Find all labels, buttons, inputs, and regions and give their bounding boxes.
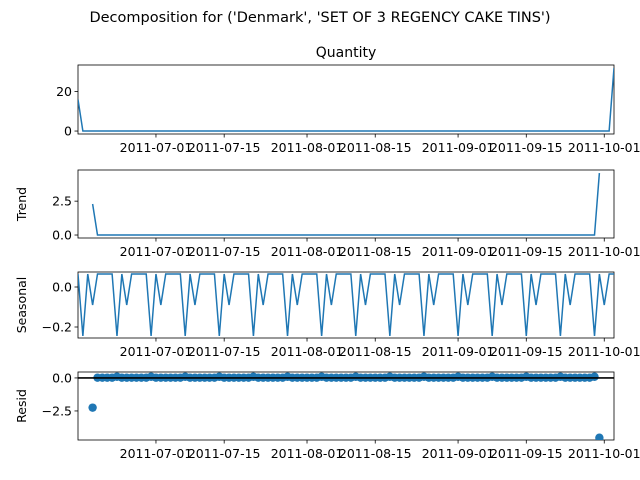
x-tick-label: 2011-08-15 [339,140,412,155]
x-tick-label: 2011-07-15 [188,344,261,359]
x-tick-label: 2011-07-01 [120,344,193,359]
axes-frame [77,64,615,135]
x-tick-label: 2011-07-15 [188,244,261,259]
resid-point [590,372,599,381]
data-layer [91,173,601,236]
y-tick-label: −0.2 [42,320,72,335]
x-tick-label: 2011-08-15 [339,344,412,359]
axes-frame [77,271,615,339]
x-tick-label: 2011-07-15 [188,446,261,461]
x-tick-label: 2011-09-15 [490,446,563,461]
x-tick-label: 2011-08-01 [271,344,344,359]
y-tick-label: 20 [56,84,72,99]
x-tick-label: 2011-08-15 [339,446,412,461]
y-axis-label: Seasonal [14,277,29,334]
y-tick-label: −2.5 [42,403,72,418]
x-tick-label: 2011-07-01 [120,140,193,155]
resid-point [595,433,604,440]
y-tick-label: 2.5 [52,194,72,209]
y-tick-label: 0 [64,124,72,139]
x-tick-label: 2011-09-01 [422,244,495,259]
y-tick-label: 0.0 [52,370,72,385]
x-tick-label: 2011-08-01 [271,244,344,259]
seasonal-line [78,273,614,337]
x-tick-label: 2011-07-01 [120,446,193,461]
data-layer [78,67,614,132]
x-tick-label: 2011-09-01 [422,344,495,359]
x-tick-label: 2011-09-01 [422,446,495,461]
x-tick-label: 2011-08-15 [339,244,412,259]
y-tick-label: 0.0 [52,280,72,295]
x-tick-label: 2011-07-01 [120,244,193,259]
y-axis-label: Resid [14,389,29,423]
x-tick-label: 2011-10-01 [568,446,640,461]
x-tick-label: 2011-09-01 [422,140,495,155]
x-tick-label: 2011-08-01 [271,446,344,461]
x-tick-label: 2011-07-15 [188,140,261,155]
x-tick-label: 2011-09-15 [490,244,563,259]
y-axis-label: Trend [14,187,29,222]
series-line [78,67,614,132]
x-tick-label: 2011-09-15 [490,140,563,155]
x-tick-label: 2011-10-01 [568,244,640,259]
figure-suptitle: Decomposition for ('Denmark', 'SET OF 3 … [89,10,550,26]
x-tick-label: 2011-10-01 [568,344,640,359]
axes-frame [77,371,615,441]
resid-point [88,403,97,412]
x-tick-label: 2011-10-01 [568,140,640,155]
quantity-title: Quantity [316,45,377,61]
x-tick-label: 2011-09-15 [490,344,563,359]
y-tick-label: 0.0 [52,228,72,243]
x-tick-label: 2011-08-01 [271,140,344,155]
data-layer [88,372,604,440]
data-layer [78,273,614,337]
series-line [91,173,601,236]
axes-frame [77,169,615,239]
